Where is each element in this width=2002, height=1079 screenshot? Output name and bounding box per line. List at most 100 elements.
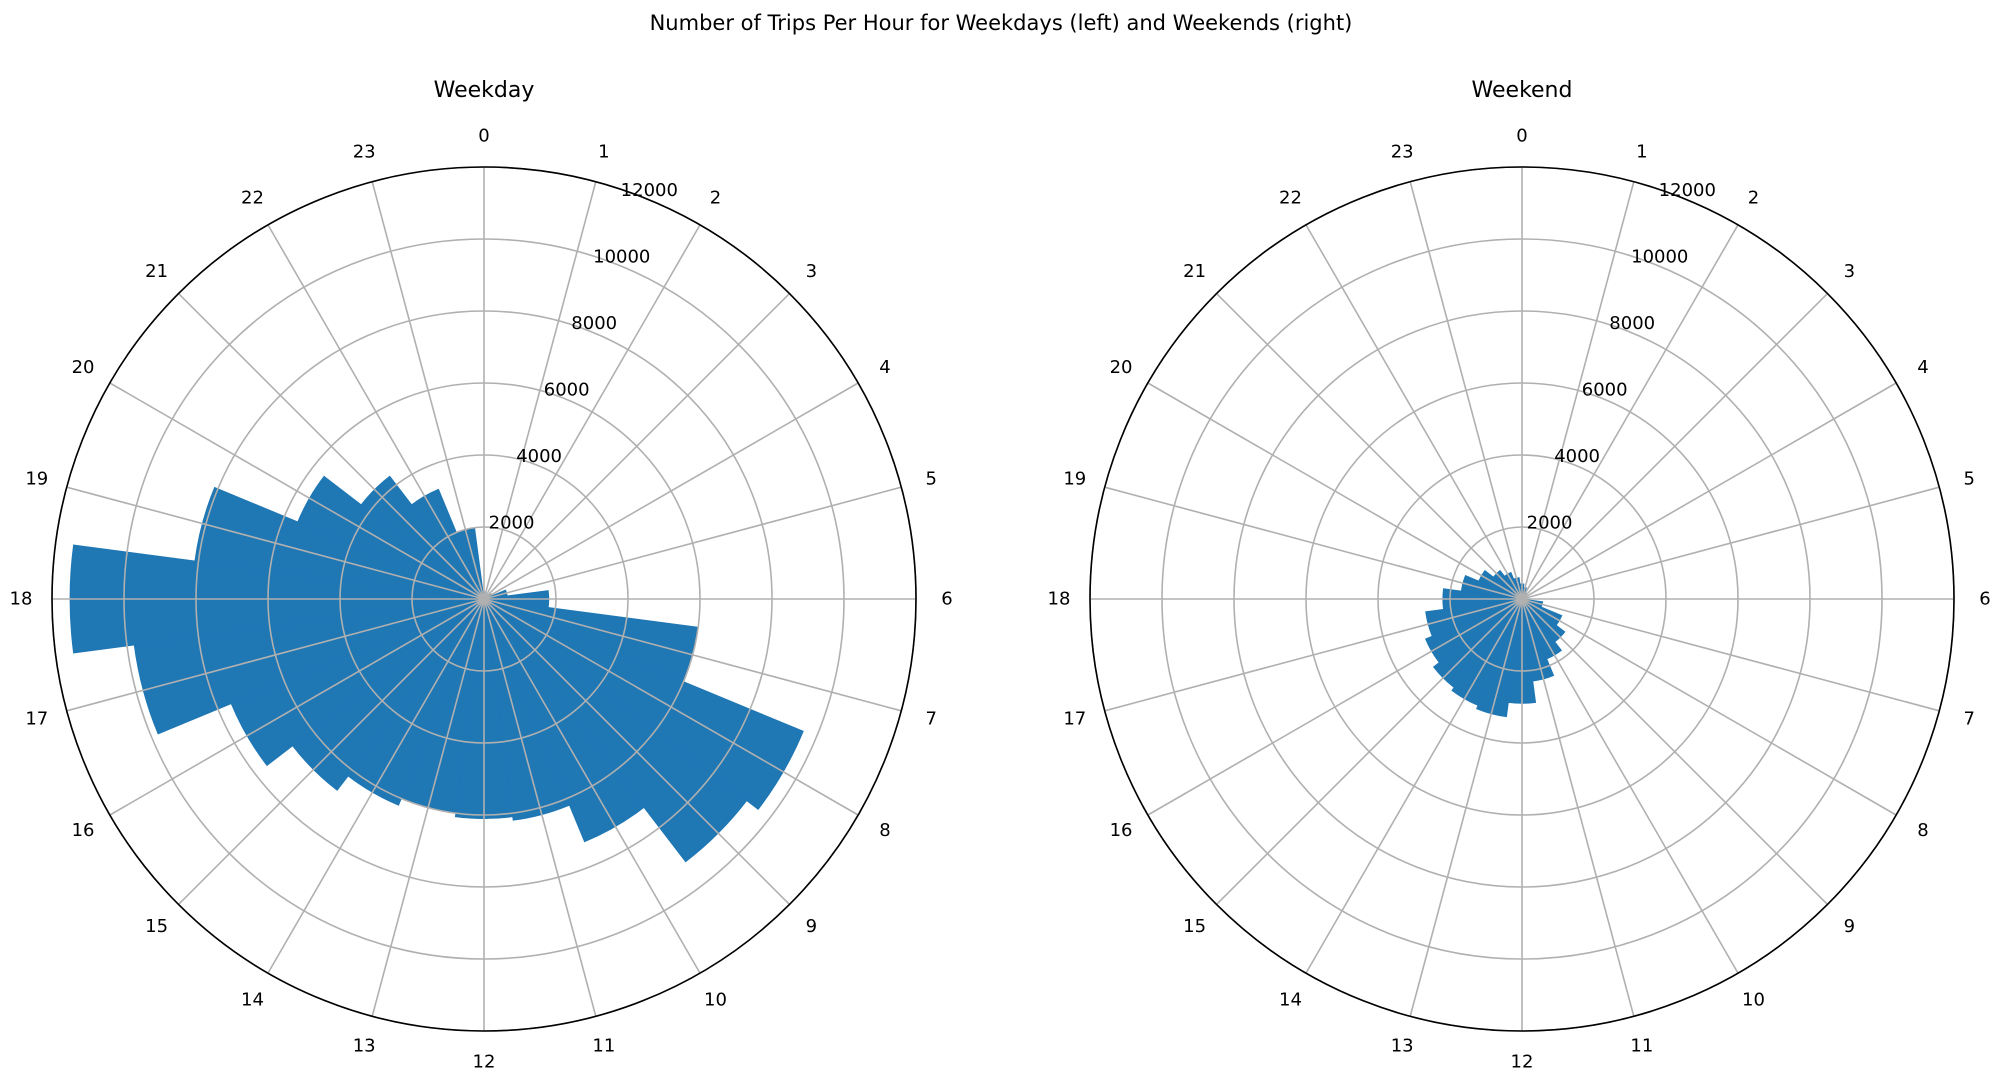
weekend-angle-label-19: 19	[1063, 469, 1086, 490]
weekday-angle-label-16: 16	[72, 820, 95, 841]
weekday-angle-label-5: 5	[925, 469, 936, 490]
weekend-grid-spoke-23	[1409, 181, 1523, 600]
weekend-grid-spoke-14	[1305, 598, 1523, 974]
weekend-polar-panel: 0123456789101112131415161718192021222320…	[1048, 78, 1991, 1073]
weekend-angle-label-23: 23	[1391, 141, 1414, 162]
weekend-grid-spoke-17	[1104, 598, 1523, 712]
weekend-radial-label-2000: 2000	[1527, 512, 1573, 533]
weekend-angle-label-14: 14	[1279, 989, 1302, 1010]
weekday-angle-label-0: 0	[478, 126, 489, 147]
weekend-grid-spoke-8	[1521, 598, 1897, 816]
weekday-radial-label-8000: 8000	[571, 313, 617, 334]
weekday-title: Weekday	[434, 78, 535, 103]
weekend-grid-spoke-11	[1521, 598, 1635, 1017]
weekday-grid-spoke-9	[483, 598, 791, 906]
weekday-angle-label-8: 8	[879, 820, 890, 841]
weekend-radial-label-10000: 10000	[1631, 246, 1688, 267]
weekend-angle-label-1: 1	[1636, 141, 1647, 162]
weekend-angle-label-7: 7	[1963, 708, 1974, 729]
weekend-radial-label-6000: 6000	[1582, 379, 1628, 400]
weekday-grid	[51, 166, 917, 1032]
weekend-angle-label-16: 16	[1110, 820, 1133, 841]
weekday-angle-label-17: 17	[25, 708, 48, 729]
weekday-radial-label-12000: 12000	[621, 180, 678, 201]
weekday-grid-spoke-2	[483, 224, 701, 600]
weekday-grid-spoke-5	[483, 486, 902, 600]
weekday-grid-spoke-10	[483, 598, 701, 974]
weekday-grid-spoke-19	[66, 486, 485, 600]
weekend-angle-label-13: 13	[1391, 1036, 1414, 1057]
weekday-grid-spoke-21	[177, 292, 485, 600]
weekend-angle-label-20: 20	[1110, 357, 1133, 378]
weekend-radial-label-12000: 12000	[1659, 180, 1716, 201]
weekend-angle-label-6: 6	[1979, 589, 1990, 610]
weekday-radial-label-4000: 4000	[516, 446, 562, 467]
weekend-angle-label-8: 8	[1917, 820, 1928, 841]
weekday-grid-spoke-3	[483, 292, 791, 600]
weekend-radial-label-8000: 8000	[1609, 313, 1655, 334]
weekend-grid-spoke-21	[1215, 292, 1523, 600]
weekday-radial-label-2000: 2000	[489, 512, 535, 533]
weekend-grid	[1089, 166, 1955, 1032]
weekday-radial-label-6000: 6000	[544, 379, 590, 400]
weekday-angle-label-22: 22	[241, 188, 264, 209]
weekday-grid-spoke-20	[109, 382, 485, 600]
weekday-angle-label-1: 1	[598, 141, 609, 162]
weekday-angle-label-9: 9	[806, 916, 817, 937]
weekday-grid-spoke-7	[483, 598, 902, 712]
weekday-grid-spoke-14	[267, 598, 485, 974]
weekday-angle-label-10: 10	[704, 989, 727, 1010]
weekday-angle-label-13: 13	[353, 1036, 376, 1057]
weekend-angle-label-17: 17	[1063, 708, 1086, 729]
weekday-angle-label-3: 3	[806, 261, 817, 282]
weekend-grid-spoke-16	[1147, 598, 1523, 816]
weekday-grid-spoke-17	[66, 598, 485, 712]
weekend-grid-spoke-10	[1521, 598, 1739, 974]
weekend-grid-spoke-20	[1147, 382, 1523, 600]
weekday-angle-label-15: 15	[145, 916, 168, 937]
weekday-angle-label-4: 4	[879, 357, 890, 378]
weekend-grid-spoke-4	[1521, 382, 1897, 600]
weekend-angle-label-3: 3	[1844, 261, 1855, 282]
weekend-angle-label-5: 5	[1963, 469, 1974, 490]
weekday-angle-label-20: 20	[72, 357, 95, 378]
weekend-title: Weekend	[1472, 78, 1573, 103]
weekend-angle-label-12: 12	[1511, 1052, 1534, 1073]
weekday-angle-label-12: 12	[473, 1052, 496, 1073]
weekday-angle-label-7: 7	[925, 708, 936, 729]
weekend-angle-label-0: 0	[1516, 126, 1527, 147]
weekend-grid-spoke-15	[1215, 598, 1523, 906]
weekday-angle-label-14: 14	[241, 989, 264, 1010]
weekday-grid-spoke-15	[177, 598, 485, 906]
weekday-angle-label-23: 23	[353, 141, 376, 162]
weekend-grid-spoke-22	[1305, 224, 1523, 600]
weekday-grid-spoke-22	[267, 224, 485, 600]
weekday-bars	[69, 475, 804, 863]
weekend-angle-label-21: 21	[1183, 261, 1206, 282]
weekday-angle-label-18: 18	[10, 589, 33, 610]
weekend-angle-label-10: 10	[1742, 989, 1765, 1010]
weekday-grid-spoke-23	[371, 181, 485, 600]
weekend-grid-spoke-13	[1409, 598, 1523, 1017]
weekend-grid-spoke-1	[1521, 181, 1635, 600]
figure-suptitle: Number of Trips Per Hour for Weekdays (l…	[650, 11, 1353, 35]
weekday-radial-label-10000: 10000	[593, 246, 650, 267]
weekday-grid-spoke-1	[483, 181, 597, 600]
weekday-angle-label-11: 11	[592, 1036, 615, 1057]
weekday-angle-label-21: 21	[145, 261, 168, 282]
weekday-grid-spoke-11	[483, 598, 597, 1017]
weekend-angle-label-11: 11	[1630, 1036, 1653, 1057]
weekend-angle-label-9: 9	[1844, 916, 1855, 937]
weekend-grid-spoke-9	[1521, 598, 1829, 906]
weekend-outer-spine	[1089, 166, 1955, 1032]
weekend-angle-label-18: 18	[1048, 589, 1071, 610]
weekday-grid-spoke-4	[483, 382, 859, 600]
weekend-grid-spoke-7	[1521, 598, 1940, 712]
weekend-grid-spoke-5	[1521, 486, 1940, 600]
weekend-grid-spoke-3	[1521, 292, 1829, 600]
weekend-grid-spoke-2	[1521, 224, 1739, 600]
weekend-angle-label-22: 22	[1279, 188, 1302, 209]
weekend-grid-spoke-19	[1104, 486, 1523, 600]
weekday-grid-spoke-16	[109, 598, 485, 816]
